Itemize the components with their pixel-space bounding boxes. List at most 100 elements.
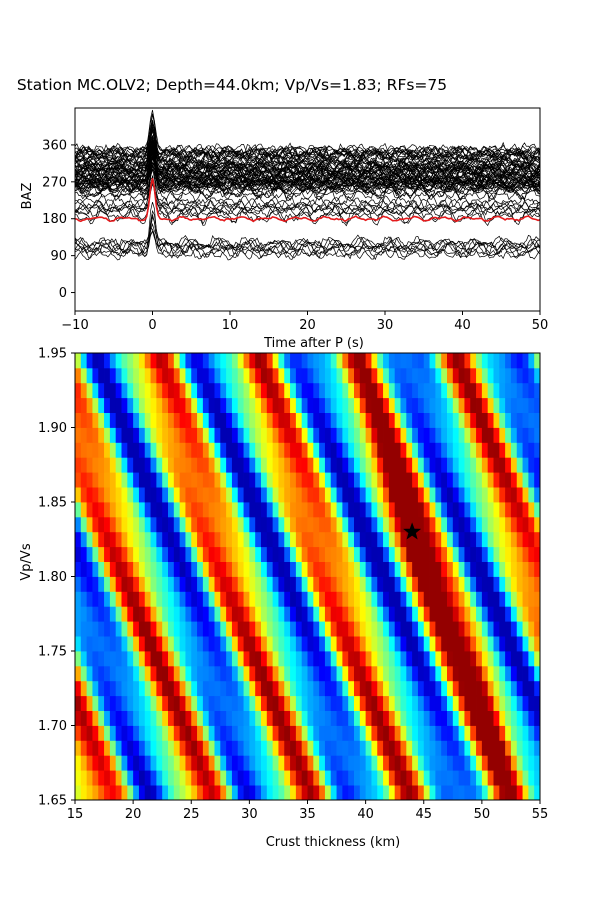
heatmap-cell bbox=[354, 382, 361, 399]
heatmap-cell bbox=[168, 427, 175, 443]
heatmap-cell bbox=[359, 516, 367, 533]
heatmap-cell bbox=[98, 740, 105, 756]
heatmap-cell bbox=[388, 576, 396, 592]
heatmap-cell bbox=[301, 725, 308, 741]
heatmap-cell bbox=[371, 636, 378, 652]
heatmap-cell bbox=[255, 740, 262, 756]
heatmap-cell bbox=[510, 665, 518, 682]
heatmap-cell bbox=[144, 785, 151, 801]
heatmap-cell bbox=[464, 680, 471, 697]
heatmap-cell bbox=[278, 367, 285, 384]
heatmap-cell bbox=[458, 561, 465, 577]
heatmap-cell bbox=[278, 606, 285, 622]
heatmap-cell bbox=[505, 397, 512, 413]
heatmap-cell bbox=[487, 561, 494, 577]
heatmap-cell bbox=[487, 576, 494, 592]
heatmap-cell bbox=[510, 621, 518, 637]
heatmap-cell bbox=[447, 770, 454, 786]
heatmap-cell bbox=[255, 516, 262, 533]
bottom-x-axis-label: Crust thickness (km) bbox=[266, 835, 401, 850]
heatmap-cell bbox=[301, 710, 308, 726]
heatmap-cell bbox=[307, 740, 314, 756]
heatmap-cell bbox=[400, 710, 407, 726]
heatmap-cell bbox=[208, 770, 215, 786]
heatmap-cell bbox=[505, 606, 512, 622]
heatmap-cell bbox=[441, 531, 448, 548]
heatmap-cell bbox=[243, 382, 250, 399]
heatmap-cell bbox=[185, 546, 192, 562]
heatmap-cell bbox=[534, 397, 541, 413]
heatmap-cell bbox=[237, 695, 244, 711]
heatmap-cell bbox=[80, 546, 88, 562]
heatmap-cell bbox=[179, 397, 186, 413]
heatmap-cell bbox=[435, 755, 442, 771]
heatmap-cell bbox=[80, 442, 88, 458]
heatmap-cell bbox=[75, 382, 82, 399]
heatmap-cell bbox=[249, 755, 256, 771]
heatmap-cell bbox=[464, 755, 471, 771]
heatmap-cell bbox=[104, 561, 111, 577]
heatmap-cell bbox=[324, 591, 332, 607]
heatmap-cell bbox=[261, 367, 268, 384]
heatmap-cell bbox=[255, 606, 262, 622]
rf-trace bbox=[75, 155, 540, 194]
heatmap-cell bbox=[197, 516, 204, 533]
heatmap-cell bbox=[98, 367, 105, 384]
heatmap-cell bbox=[406, 442, 413, 458]
heatmap-cell bbox=[354, 487, 361, 503]
heatmap-cell bbox=[528, 770, 535, 786]
heatmap-cell bbox=[528, 427, 535, 443]
heatmap-cell bbox=[295, 397, 303, 413]
heatmap-cell bbox=[226, 516, 233, 533]
heatmap-cell bbox=[278, 576, 285, 592]
heatmap-cell bbox=[319, 367, 326, 384]
heatmap-cell bbox=[447, 487, 454, 503]
heatmap-cell bbox=[284, 740, 291, 756]
heatmap-cell bbox=[534, 651, 541, 667]
heatmap-cell bbox=[354, 725, 361, 741]
heatmap-cell bbox=[528, 680, 535, 697]
heatmap-cell bbox=[231, 516, 239, 533]
heatmap-cell bbox=[476, 531, 483, 548]
heatmap-cell bbox=[336, 516, 343, 533]
heatmap-cell bbox=[226, 472, 233, 488]
heatmap-cell bbox=[80, 755, 88, 771]
heatmap-cell bbox=[98, 487, 105, 503]
heatmap-cell bbox=[510, 531, 518, 548]
heatmap-cell bbox=[371, 353, 378, 369]
heatmap-cell bbox=[324, 680, 332, 697]
heatmap-cell bbox=[243, 457, 250, 473]
heatmap-cell bbox=[464, 427, 471, 443]
heatmap-cell bbox=[185, 457, 192, 473]
heatmap-cell bbox=[435, 770, 442, 786]
heatmap-cell bbox=[377, 516, 384, 533]
heatmap-cell bbox=[278, 412, 285, 428]
heatmap-cell bbox=[144, 516, 151, 533]
heatmap-cell bbox=[493, 651, 500, 667]
heatmap-cell bbox=[231, 546, 239, 562]
heatmap-cell bbox=[168, 651, 175, 667]
heatmap-cell bbox=[388, 591, 396, 607]
heatmap-cell bbox=[528, 725, 535, 741]
heatmap-cell bbox=[92, 502, 99, 518]
heatmap-cell bbox=[458, 740, 465, 756]
heatmap-cell bbox=[185, 516, 192, 533]
heatmap-cell bbox=[156, 367, 163, 384]
heatmap-cell bbox=[301, 591, 308, 607]
heatmap-cell bbox=[144, 576, 151, 592]
heatmap-cell bbox=[412, 412, 419, 428]
heatmap-cell bbox=[452, 412, 460, 428]
heatmap-cell bbox=[173, 561, 181, 577]
heatmap-cell bbox=[144, 591, 151, 607]
heatmap-cell bbox=[226, 695, 233, 711]
heatmap-cell bbox=[138, 591, 146, 607]
heatmap-cell bbox=[481, 651, 489, 667]
heatmap-cell bbox=[324, 457, 332, 473]
heatmap-cell bbox=[231, 740, 239, 756]
heatmap-cell bbox=[400, 516, 407, 533]
heatmap-cell bbox=[487, 755, 494, 771]
heatmap-cell bbox=[359, 665, 367, 682]
heatmap-cell bbox=[423, 755, 430, 771]
heatmap-cell bbox=[330, 561, 337, 577]
heatmap-cell bbox=[388, 606, 396, 622]
